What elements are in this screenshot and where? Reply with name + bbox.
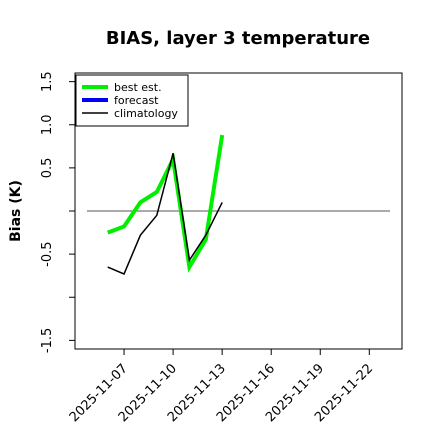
chart-title: BIAS, layer 3 temperature	[106, 28, 370, 49]
series-line-0	[106, 134, 225, 273]
y-tick-label-4: 1.5	[40, 71, 55, 92]
y-tick-label-3: 1.0	[40, 114, 55, 135]
y-tick-label-1: -0.5	[40, 241, 55, 266]
y-tick-label-0: -1.5	[40, 328, 55, 353]
legend-label-2: climatology	[114, 107, 178, 120]
series-line-2	[107, 153, 223, 275]
y-axis: -1.5 -0.5 0.5 1.0 1.5	[40, 71, 75, 353]
legend-label-0: best est.	[114, 81, 162, 94]
y-axis-label: Bias (K)	[8, 180, 24, 242]
series-layer	[106, 134, 225, 275]
x-axis: 2025-11-072025-11-102025-11-132025-11-16…	[67, 349, 376, 425]
legend-label-1: forecast	[114, 94, 159, 107]
y-tick-label-2: 0.5	[40, 158, 55, 179]
